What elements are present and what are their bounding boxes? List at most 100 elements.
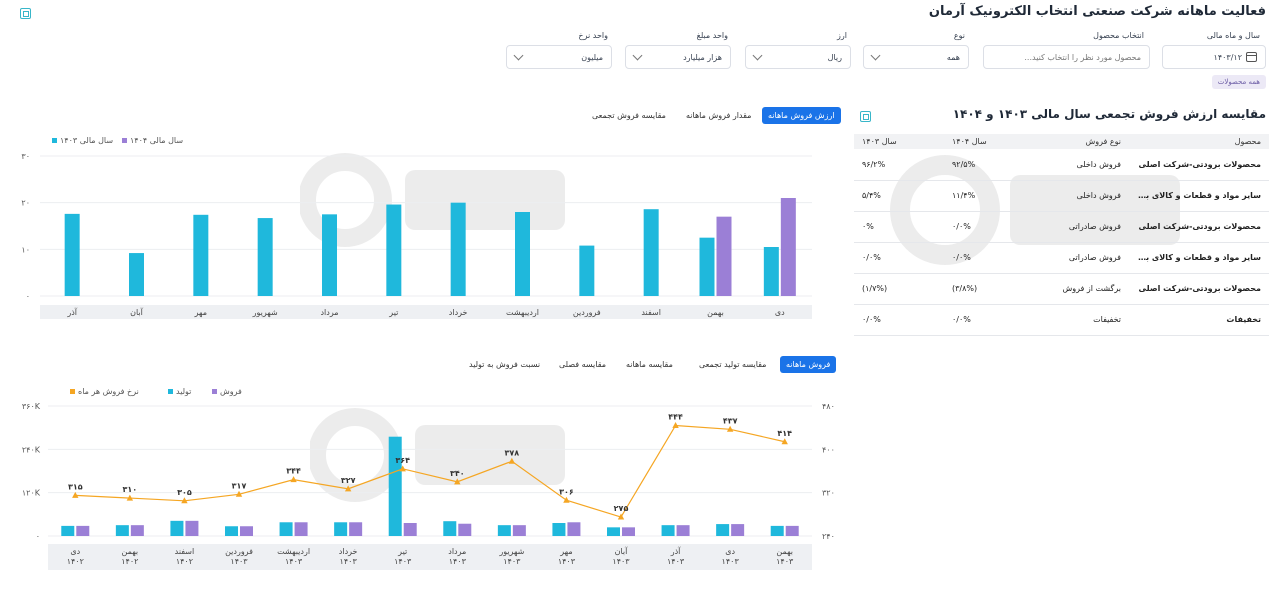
x-tick-label: آبان (615, 546, 629, 556)
currency-label: ارز (837, 31, 847, 40)
monthly-sales-value-chart: ۰ ۱۰ ۲۰ ۳۰ دی بهمن اسفند فروردین اردیبهشت خرداد تی… (21, 136, 812, 319)
table-row: محصولات برودتی-شرکت اصلی برگشت از فروش (۳/… (854, 273, 1269, 305)
export-icon[interactable] (20, 8, 31, 19)
sales-rate-label: ۳۱۵ (68, 482, 83, 491)
table-row: سایر مواد و قطعات و کالای بازرگانی...فرو… (854, 180, 1269, 212)
x-tick-label: ۱۴۰۳ (722, 557, 740, 566)
sales-rate-label: ۳۷۸ (505, 448, 520, 457)
bar-sales (240, 526, 253, 536)
sales-rate-point (181, 497, 188, 504)
year-1403-cell: (۱/۷%) (854, 273, 944, 305)
bar-sales (458, 523, 472, 536)
legend-label-rate: نرخ فروش هر ماه (78, 387, 139, 396)
sales-rate-label: ۳۶۴ (395, 456, 410, 465)
currency-select[interactable]: ریال (745, 45, 851, 69)
tab-monthly-sales-quantity[interactable]: مقدار فروش ماهانه (686, 111, 752, 120)
tab-cumulative-production[interactable]: مقایسه تولید تجمعی (699, 360, 767, 369)
bar-production (170, 520, 184, 536)
bar-1403 (643, 209, 659, 296)
sale-type-cell: تخفیفات (1034, 304, 1129, 336)
sales-rate-point (726, 425, 734, 432)
sales-rate-label: ۳۴۰ (450, 469, 465, 478)
product-cell: تخفیفات (1129, 304, 1269, 336)
y-left-tick-label: ۱۲۰K (22, 489, 41, 498)
table-row: محصولات برودتی-شرکت اصلی فروش داخلی ۹۲/۵% ۹… (854, 149, 1269, 181)
amount-unit-label: واحد مبلغ (696, 31, 728, 40)
sale-type-cell: فروش صادراتی (1034, 211, 1129, 243)
legend-swatch-1404 (122, 138, 127, 143)
legend-swatch-production (168, 389, 173, 394)
rate-unit-label: واحد نرخ (578, 31, 608, 40)
y-right-tick-label: ۴۸۰ (822, 402, 835, 411)
y-tick-label: ۰ (26, 292, 30, 301)
column-header: سال ۱۴۰۴ (944, 134, 1034, 149)
legend-swatch-rate (70, 389, 75, 394)
x-tick-label: ۱۴۰۲ (176, 557, 193, 566)
export-icon[interactable] (860, 111, 871, 122)
bar-production (497, 525, 511, 536)
tab-seasonal-comparison[interactable]: مقایسه فصلی (559, 360, 607, 369)
x-tick-label: بهمن (776, 547, 793, 556)
x-tick-label: خرداد (449, 308, 468, 317)
bar-sales (622, 527, 635, 536)
bar-production (607, 527, 620, 536)
tab-sales-production-ratio[interactable]: نسبت فروش به تولید (469, 360, 541, 369)
bar-production (552, 523, 566, 536)
legend-label-1403: سال مالی ۱۴۰۳ (60, 136, 113, 145)
bar-sales (349, 522, 363, 536)
selected-products-chip[interactable]: همه محصولات (1211, 75, 1266, 89)
x-tick-label: اسفند (641, 308, 661, 317)
sales-rate-label: ۳۴۴ (286, 467, 301, 476)
x-tick-label: ۱۴۰۳ (230, 557, 248, 566)
year-1404-cell: (۳/۸%) (944, 273, 1034, 305)
tab-monthly-comparison[interactable]: مقایسه ماهانه (626, 360, 673, 369)
x-tick-label: ۱۴۰۳ (776, 557, 794, 566)
tab-cumulative-sales[interactable]: مقایسه فروش تجمعی (592, 111, 666, 120)
x-tick-label: دی (775, 308, 785, 317)
currency-value: ریال (827, 52, 842, 62)
bar-sales (676, 525, 690, 536)
product-select[interactable]: محصول مورد نظر را انتخاب کنید... (983, 45, 1150, 69)
bar-sales (130, 525, 144, 536)
tab-monthly-sales-value[interactable]: ارزش فروش ماهانه (762, 107, 841, 124)
x-tick-label: ۱۴۰۳ (449, 557, 467, 566)
bar-production (61, 525, 75, 536)
calendar-icon (1246, 52, 1257, 62)
sales-rate-label: ۳۱۷ (232, 481, 247, 490)
sales-rate-point (290, 476, 297, 483)
monthly-sales-production-chart: ۰۱۲۰K۲۴۰K۳۶۰K۲۴۰۳۲۰۴۰۰۴۸۰دی۱۴۰۲بهمن۱۴۰۲ا… (22, 387, 835, 570)
sale-type-cell: برگشت از فروش (1034, 273, 1129, 305)
x-tick-label: شهریور (498, 547, 524, 556)
year-1404-cell: ۰/۰% (944, 304, 1034, 336)
type-select[interactable]: همه (863, 45, 969, 69)
x-tick-label: مهر (194, 308, 207, 317)
tab-monthly-sales[interactable]: فروش ماهانه (780, 356, 837, 373)
bar-1403 (322, 214, 337, 296)
type-label: نوع (953, 31, 965, 40)
fiscal-date-picker[interactable]: ۱۴۰۳/۱۲ (1162, 45, 1266, 69)
amount-unit-select[interactable]: هزار میلیارد (625, 45, 731, 69)
product-cell: محصولات برودتی-شرکت اصلی (1129, 211, 1269, 243)
x-axis-band (48, 544, 812, 570)
legend-swatch-1403 (52, 138, 57, 143)
rate-unit-select[interactable]: میلیون (506, 45, 612, 69)
comparison-title: مقایسه ارزش فروش تجمعی سال مالی ۱۴۰۳ و ۱… (952, 107, 1266, 121)
x-tick-label: دی (70, 547, 80, 556)
bar-1403 (699, 237, 715, 296)
bar-1403 (763, 247, 779, 296)
y-tick-label: ۱۰ (21, 245, 30, 254)
x-tick-label: ۱۴۰۳ (503, 557, 521, 566)
fiscal-value: ۱۴۰۳/۱۲ (1213, 52, 1242, 62)
bar-sales (185, 520, 199, 536)
sale-type-cell: فروش صادراتی (1034, 242, 1129, 274)
year-1404-cell: ۰/۰% (944, 242, 1034, 274)
sales-rate-label: ۳۱۰ (123, 485, 138, 494)
product-label: انتخاب محصول (1093, 31, 1144, 40)
x-tick-label: تیر (388, 308, 398, 317)
bar-1403 (579, 245, 595, 296)
product-placeholder: محصول مورد نظر را انتخاب کنید... (1024, 52, 1141, 62)
y-right-tick-label: ۳۲۰ (822, 489, 835, 498)
x-tick-label: دی (725, 547, 735, 556)
sales-rate-point (399, 465, 406, 472)
bar-production (388, 436, 402, 536)
